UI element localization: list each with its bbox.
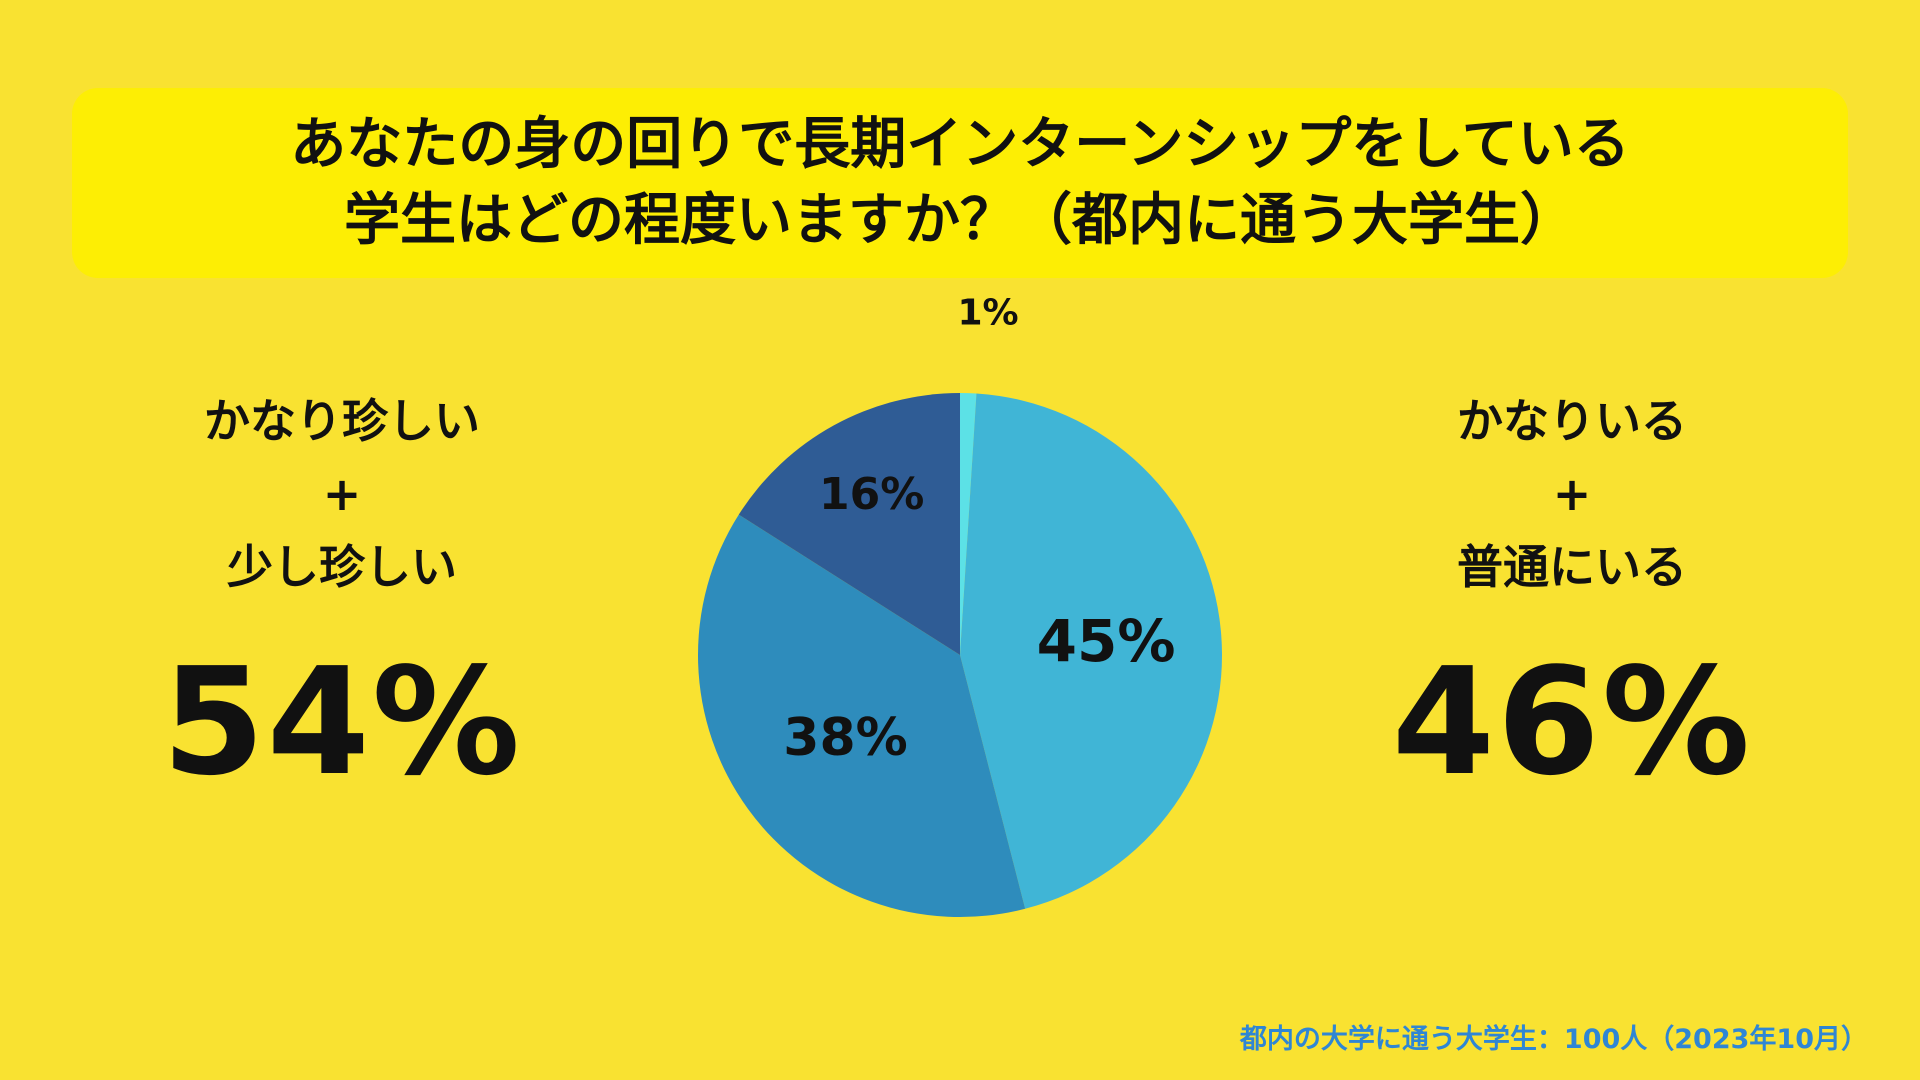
left-summary-line-1: かなり珍しい bbox=[204, 394, 480, 448]
right-summary-percent: 46% bbox=[1391, 636, 1753, 808]
title-banner: あなたの身の回りで長期インターンシップをしている 学生はどの程度いますか？（都内… bbox=[72, 88, 1848, 278]
left-summary-percent: 54% bbox=[161, 636, 523, 808]
pie-slice bbox=[738, 393, 960, 655]
right-summary-plus: + bbox=[1552, 467, 1592, 521]
left-summary-plus: + bbox=[322, 467, 362, 521]
right-summary-line-1: かなりいる bbox=[1457, 394, 1687, 448]
right-summary-line-2: 普通にいる bbox=[1457, 540, 1687, 594]
pie-slice-label: 16% bbox=[819, 469, 924, 520]
title-line-2: 学生はどの程度いますか？（都内に通う大学生） bbox=[344, 188, 1576, 253]
pie-slice-label: 45% bbox=[1037, 607, 1176, 675]
left-summary-line-2: 少し珍しい bbox=[227, 540, 457, 594]
pie-slice-label: 38% bbox=[783, 708, 907, 768]
pie-slice-label: 1% bbox=[957, 293, 1018, 334]
pie-slice bbox=[960, 393, 977, 655]
title-line-1: あなたの身の回りで長期インターンシップをしている bbox=[290, 112, 1630, 177]
pie-slice bbox=[697, 514, 1026, 918]
left-summary: かなり珍しい + 少し珍しい 54% bbox=[62, 385, 622, 802]
pie-slice bbox=[960, 393, 1223, 909]
right-summary: かなりいる + 普通にいる 46% bbox=[1292, 385, 1852, 802]
footnote: 都内の大学に通う大学生：100人（2023年10月） bbox=[1239, 1024, 1868, 1055]
